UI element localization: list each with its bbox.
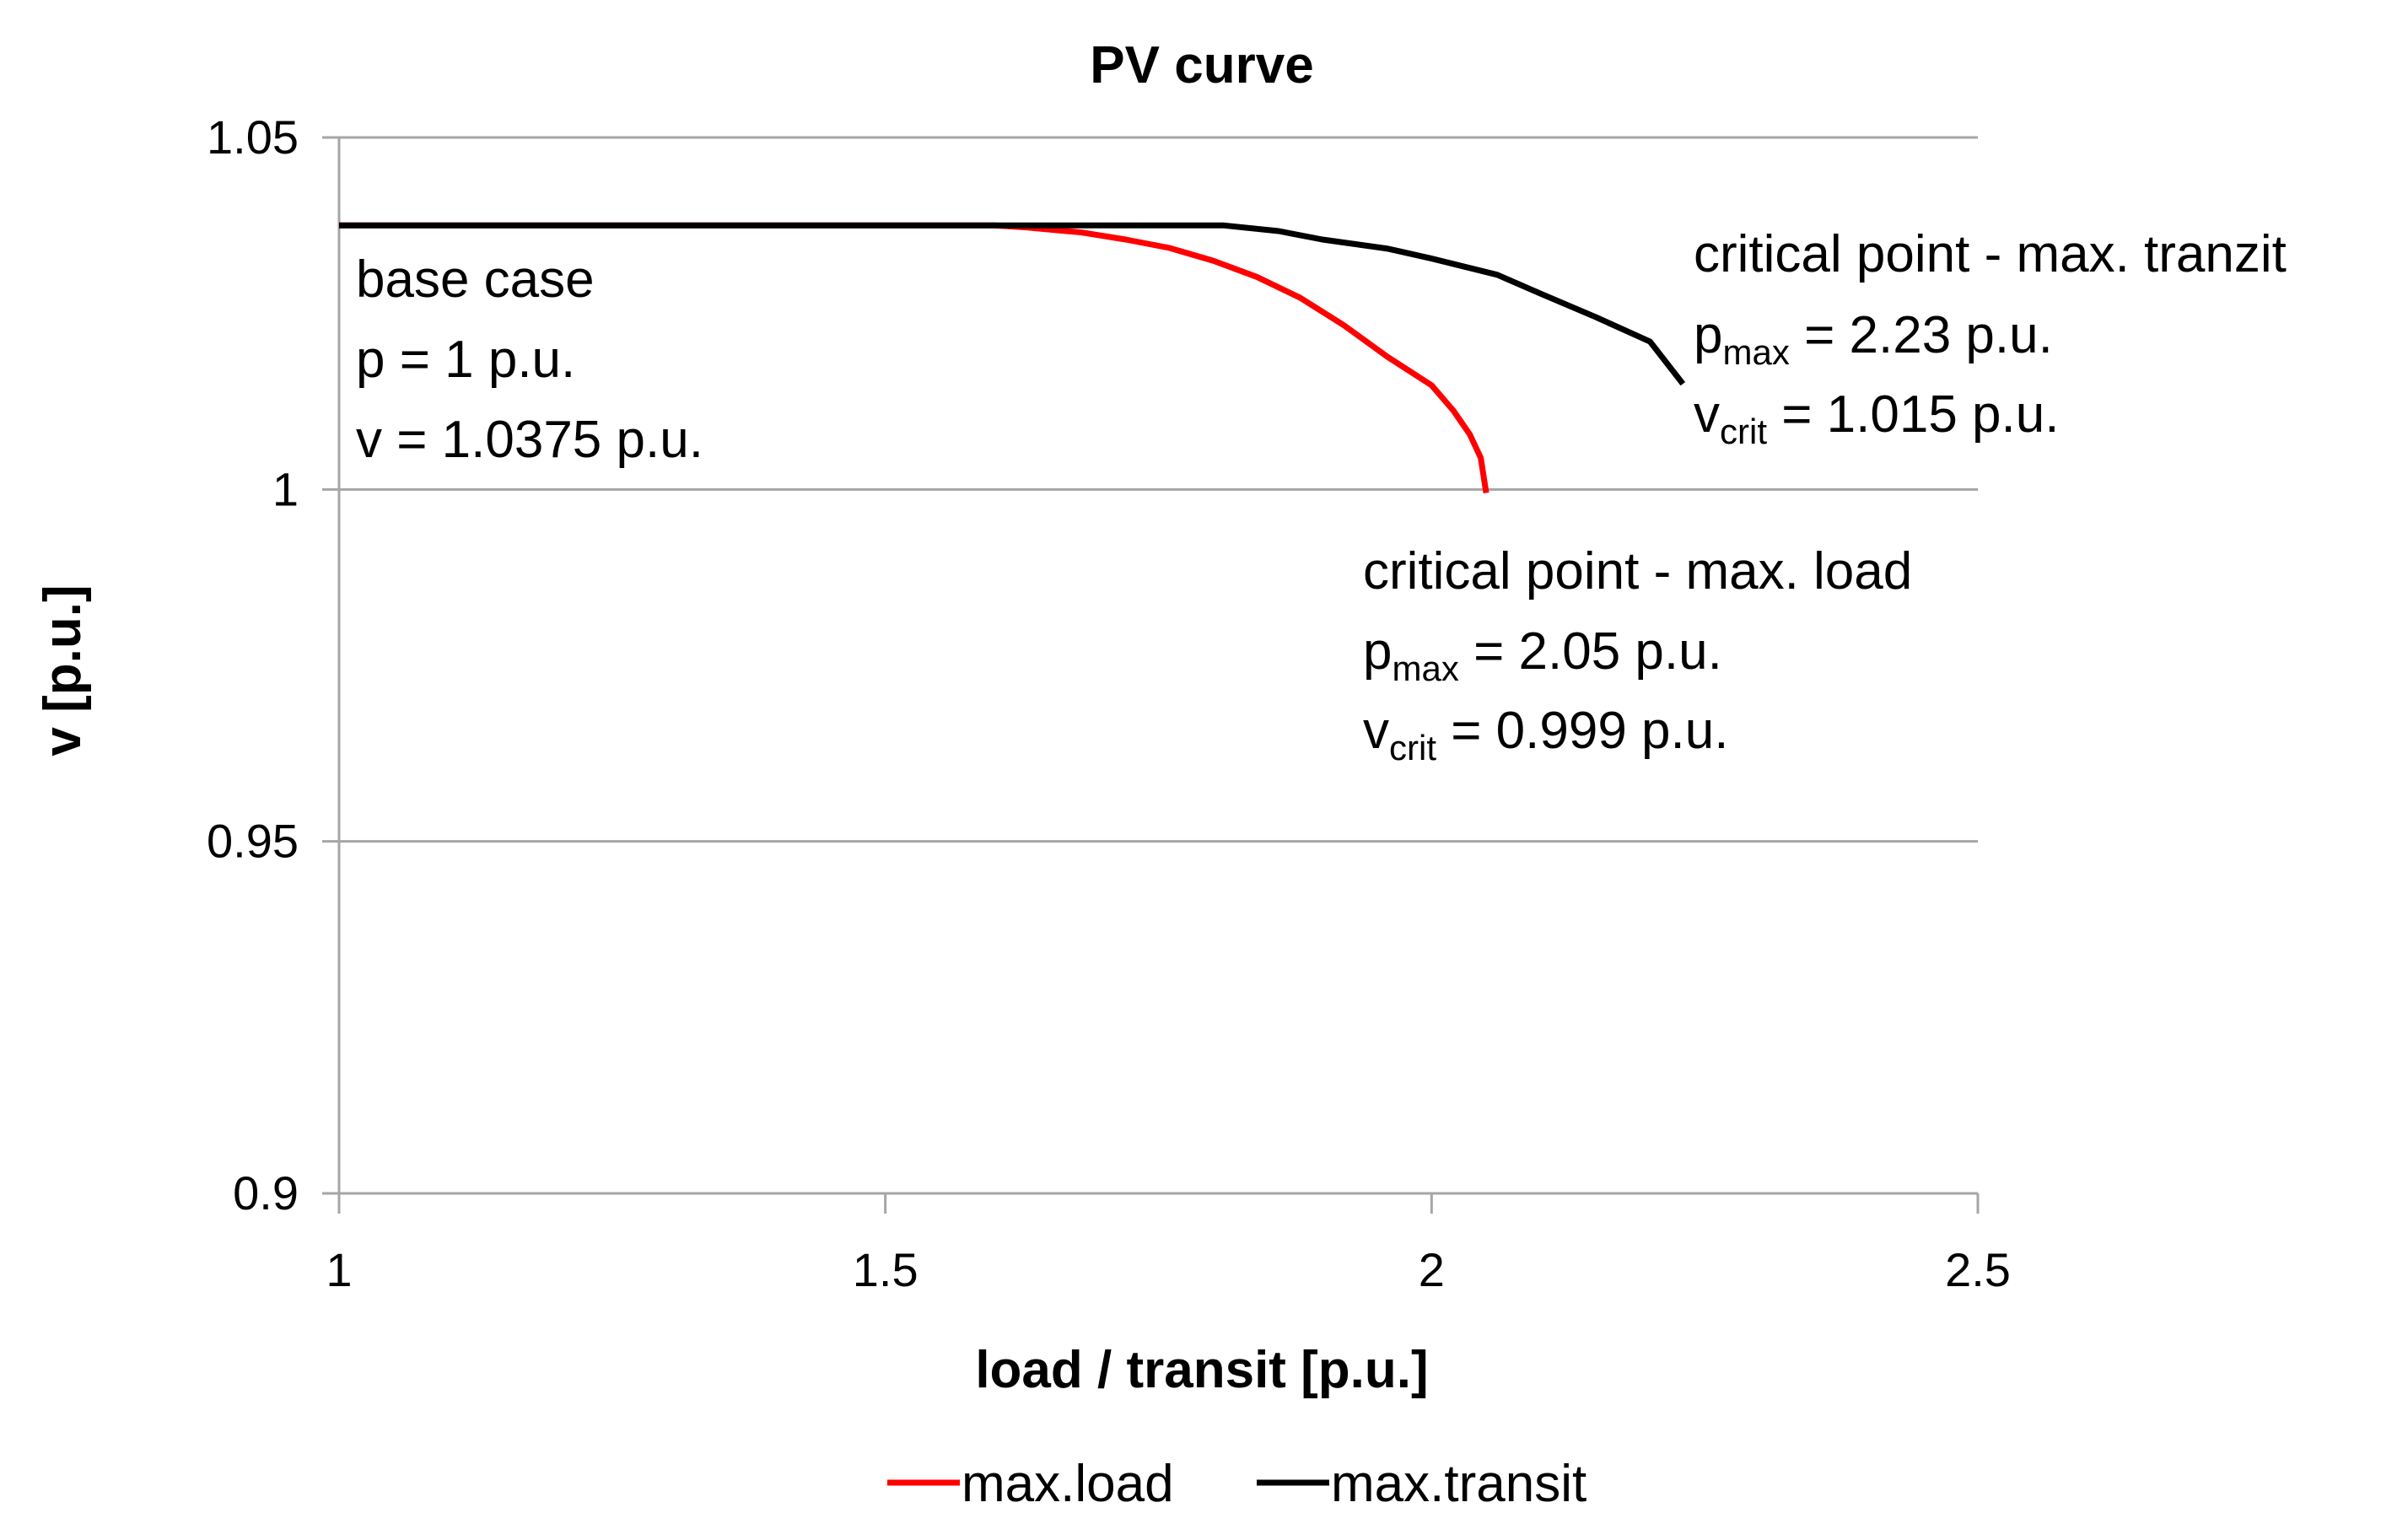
y-tick-label: 0.95 bbox=[207, 815, 299, 868]
annotation-base-line-1: base case bbox=[356, 250, 595, 309]
series-lines bbox=[339, 222, 1686, 494]
x-tick-labels: 1 1.5 2 2.5 bbox=[326, 1243, 2011, 1296]
annotation-base-line-3: v = 1.0375 p.u. bbox=[356, 411, 703, 469]
series-line-max-load bbox=[339, 222, 1490, 494]
annotation-transit-heading: critical point - max. tranzit bbox=[1694, 225, 2287, 283]
series-line-max-transit bbox=[339, 222, 1686, 386]
annotation-base-line-2: p = 1 p.u. bbox=[356, 331, 575, 389]
y-tick-label: 1 bbox=[272, 462, 299, 515]
y-tick-label: 0.9 bbox=[233, 1166, 299, 1220]
y-tick-labels: 0.9 0.95 1 1.05 bbox=[207, 110, 299, 1220]
x-tick-label: 1.5 bbox=[853, 1243, 918, 1296]
gridlines bbox=[339, 136, 1978, 843]
legend: max.load max.transit bbox=[887, 1455, 1586, 1513]
annotation-load-heading: critical point - max. load bbox=[1363, 542, 1912, 600]
axes bbox=[322, 136, 1980, 1214]
annotation-transit-pmax: pmax = 2.23 p.u. bbox=[1694, 306, 2053, 372]
y-tick-label: 1.05 bbox=[207, 110, 299, 164]
legend-label-max-transit: max.transit bbox=[1331, 1455, 1586, 1513]
x-tick-label: 2 bbox=[1419, 1243, 1445, 1296]
x-axis-label: load / transit [p.u.] bbox=[975, 1341, 1428, 1399]
chart-title: PV curve bbox=[1090, 36, 1313, 94]
annotation-load-vcrit: vcrit = 0.999 p.u. bbox=[1363, 702, 1728, 767]
annotation-load-pmax: pmax = 2.05 p.u. bbox=[1363, 622, 1722, 688]
annotation-base-case: base case p = 1 p.u. v = 1.0375 p.u. bbox=[356, 250, 703, 469]
x-tick-label: 2.5 bbox=[1945, 1243, 2011, 1296]
x-tick-label: 1 bbox=[326, 1243, 352, 1296]
annotation-transit-vcrit: vcrit = 1.015 p.u. bbox=[1694, 385, 2059, 451]
y-axis-label: v [p.u.] bbox=[34, 584, 92, 756]
legend-label-max-load: max.load bbox=[962, 1455, 1174, 1513]
